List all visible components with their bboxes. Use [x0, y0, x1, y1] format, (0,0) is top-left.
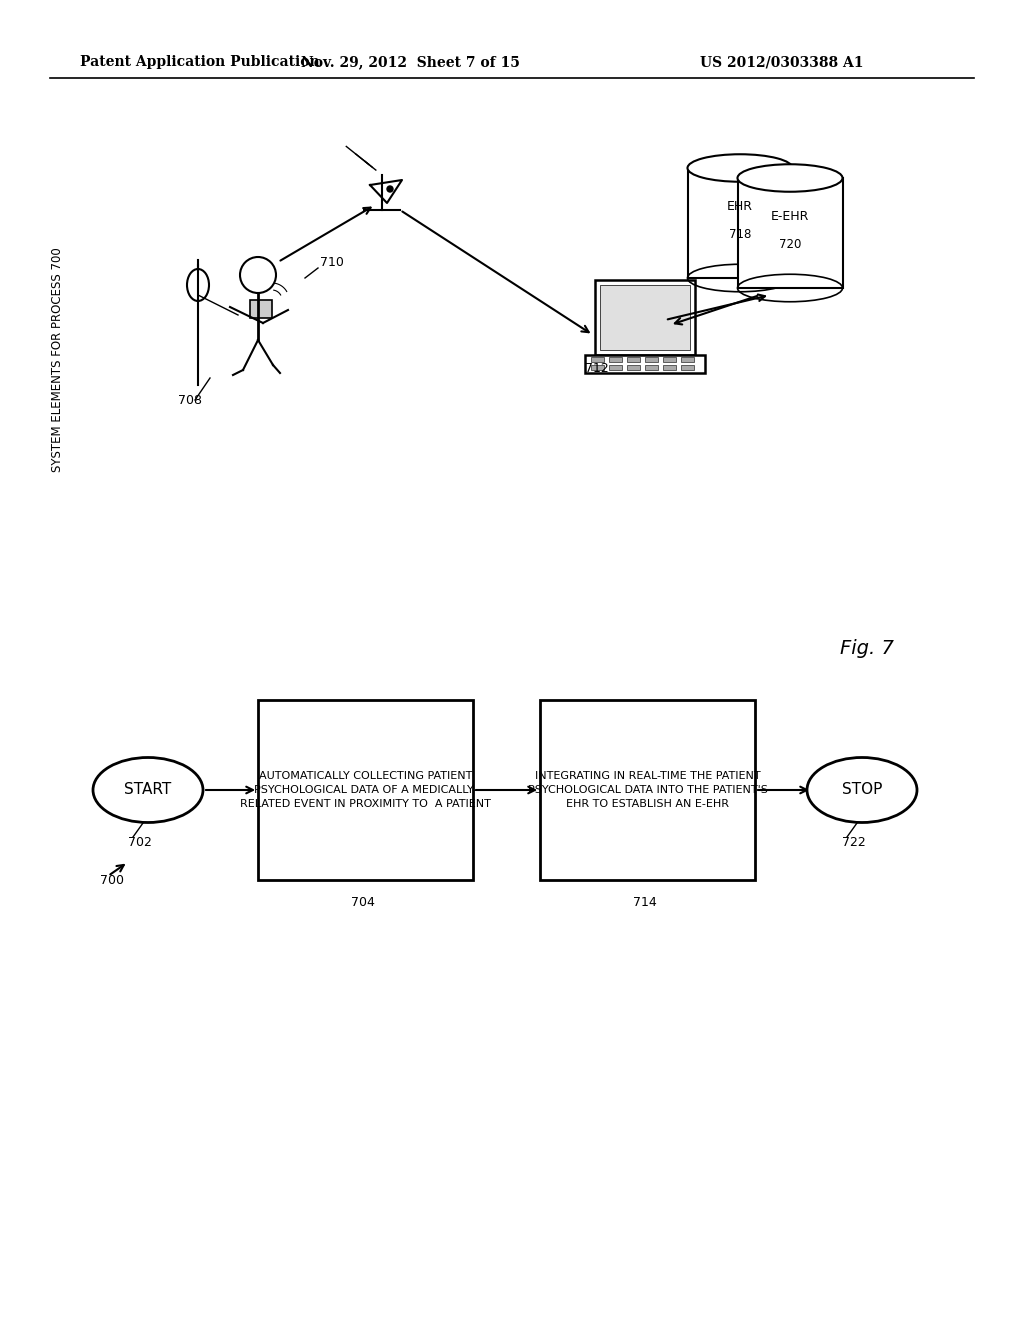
Text: 700: 700 [100, 874, 124, 887]
Text: 714: 714 [633, 895, 656, 908]
Text: START: START [124, 783, 172, 797]
Ellipse shape [807, 758, 918, 822]
FancyBboxPatch shape [681, 356, 694, 362]
Text: 702: 702 [128, 836, 152, 849]
Text: AUTOMATICALLY COLLECTING PATIENT
PSYCHOLOGICAL DATA OF A MEDICALLY-
RELATED EVEN: AUTOMATICALLY COLLECTING PATIENT PSYCHOL… [240, 771, 490, 809]
FancyBboxPatch shape [600, 285, 690, 350]
Ellipse shape [687, 154, 793, 182]
FancyBboxPatch shape [645, 356, 658, 362]
FancyBboxPatch shape [663, 356, 676, 362]
Text: EHR: EHR [727, 201, 753, 213]
Text: 722: 722 [842, 836, 865, 849]
Text: SYSTEM ELEMENTS FOR PROCESS 700: SYSTEM ELEMENTS FOR PROCESS 700 [51, 248, 65, 473]
FancyBboxPatch shape [609, 356, 622, 362]
FancyBboxPatch shape [737, 178, 843, 288]
Circle shape [387, 186, 393, 191]
FancyBboxPatch shape [681, 366, 694, 370]
Text: 712: 712 [585, 362, 608, 375]
FancyBboxPatch shape [687, 168, 793, 279]
FancyBboxPatch shape [627, 356, 640, 362]
Text: 718: 718 [729, 227, 752, 240]
FancyBboxPatch shape [609, 366, 622, 370]
FancyBboxPatch shape [540, 700, 755, 880]
FancyBboxPatch shape [591, 356, 604, 362]
FancyBboxPatch shape [595, 280, 695, 355]
FancyBboxPatch shape [591, 366, 604, 370]
Text: 708: 708 [178, 393, 202, 407]
FancyBboxPatch shape [585, 355, 705, 374]
Text: Patent Application Publication: Patent Application Publication [80, 55, 319, 69]
FancyBboxPatch shape [645, 366, 658, 370]
Text: STOP: STOP [842, 783, 883, 797]
FancyBboxPatch shape [258, 700, 473, 880]
FancyBboxPatch shape [250, 300, 272, 318]
Text: US 2012/0303388 A1: US 2012/0303388 A1 [700, 55, 863, 69]
Text: 704: 704 [350, 895, 375, 908]
Text: INTEGRATING IN REAL-TIME THE PATIENT
PSYCHOLOGICAL DATA INTO THE PATIENT'S
EHR T: INTEGRATING IN REAL-TIME THE PATIENT PSY… [527, 771, 767, 809]
Text: 710: 710 [319, 256, 344, 268]
FancyBboxPatch shape [663, 366, 676, 370]
Text: Nov. 29, 2012  Sheet 7 of 15: Nov. 29, 2012 Sheet 7 of 15 [301, 55, 519, 69]
Text: Fig. 7: Fig. 7 [840, 639, 894, 657]
Text: E-EHR: E-EHR [771, 210, 809, 223]
Ellipse shape [737, 164, 843, 191]
Ellipse shape [93, 758, 203, 822]
FancyBboxPatch shape [627, 366, 640, 370]
Text: 720: 720 [779, 238, 801, 251]
